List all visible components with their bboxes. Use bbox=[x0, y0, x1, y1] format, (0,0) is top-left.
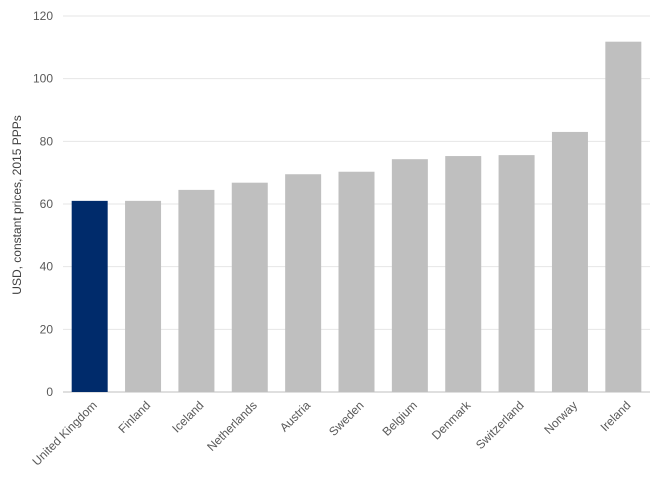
bar bbox=[178, 189, 215, 392]
y-axis-title: USD, constant prices, 2015 PPPs bbox=[10, 115, 24, 294]
y-tick-labels: 0 20 40 60 80 100 120 bbox=[33, 9, 53, 399]
x-tick-label: Netherlands bbox=[204, 398, 260, 454]
y-tick-label: 60 bbox=[40, 197, 54, 211]
x-tick-label: Austria bbox=[277, 398, 314, 435]
bar bbox=[231, 182, 268, 392]
x-tick-label: Finland bbox=[115, 398, 153, 436]
x-tick-label: Switzerland bbox=[473, 398, 527, 452]
bar bbox=[391, 159, 428, 392]
y-tick-label: 20 bbox=[40, 322, 54, 336]
x-tick-label: Sweden bbox=[326, 398, 367, 439]
bar bbox=[498, 155, 535, 392]
bar bbox=[71, 200, 108, 392]
bar bbox=[338, 171, 375, 392]
y-tick-label: 0 bbox=[46, 385, 53, 399]
x-tick-label: United Kingdom bbox=[30, 398, 100, 468]
x-tick-label: Belgium bbox=[379, 398, 420, 439]
y-tick-label: 100 bbox=[33, 72, 53, 86]
y-tick-label: 120 bbox=[33, 9, 53, 23]
y-tick-label: 80 bbox=[40, 134, 54, 148]
bar bbox=[125, 200, 162, 392]
x-tick-label: Norway bbox=[541, 398, 580, 437]
x-tick-label: Iceland bbox=[169, 398, 206, 435]
y-tick-label: 40 bbox=[40, 260, 54, 274]
x-tick-label: Ireland bbox=[598, 398, 634, 434]
bar bbox=[605, 41, 642, 393]
bar bbox=[551, 131, 588, 392]
x-tick-label: Denmark bbox=[429, 398, 474, 443]
bars bbox=[71, 41, 642, 393]
bar bbox=[445, 156, 482, 392]
bar bbox=[285, 174, 322, 392]
